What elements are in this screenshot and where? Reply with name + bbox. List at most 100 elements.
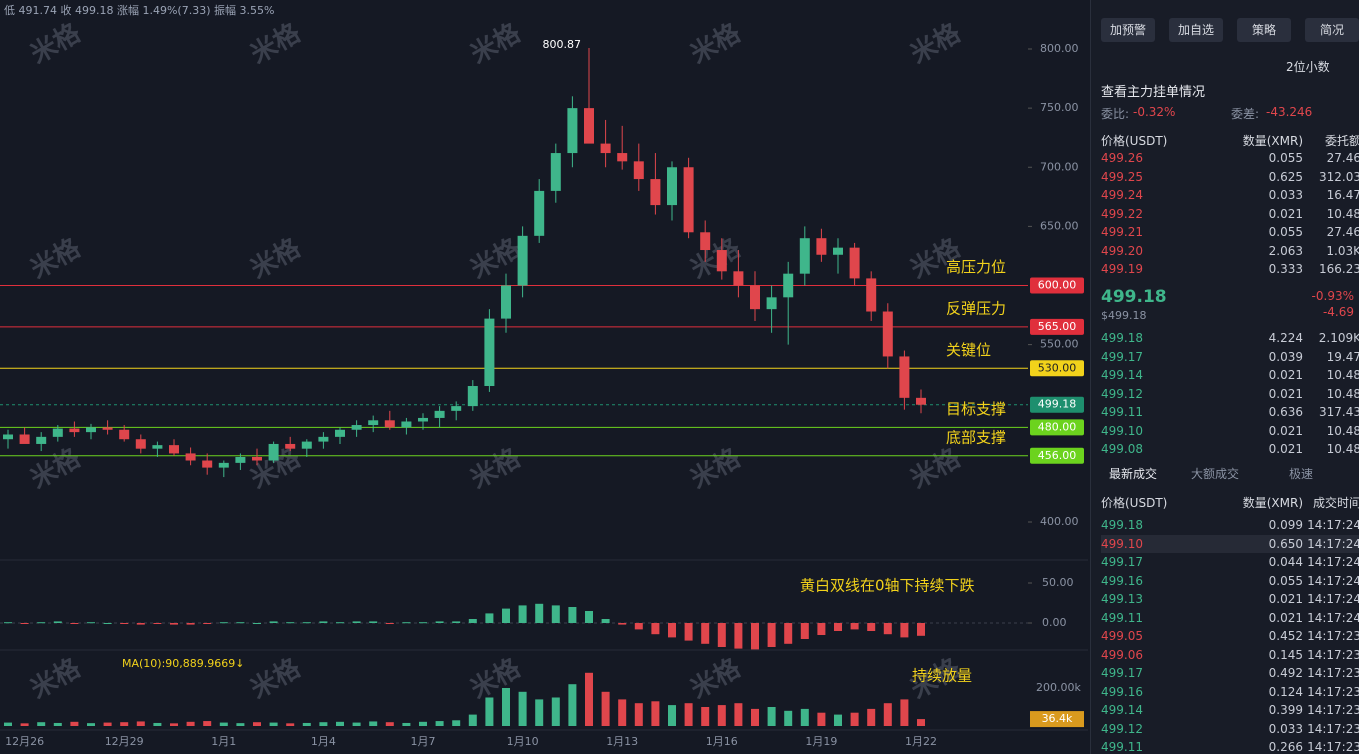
price-tag-label: 480.00 [1038,420,1077,433]
volume-bar [369,721,378,726]
y-tick-label: 550.00 [1040,338,1079,351]
cell: 1.03K [1326,243,1359,258]
candle-body [517,235,528,286]
cell: 数量(XMR) [1242,496,1303,510]
candle-body [19,434,30,444]
cell: 4.224 [1268,331,1303,345]
x-tick-label: 1月16 [706,735,738,748]
candle-body [86,427,96,433]
volume-bar [70,721,79,726]
cell: 0.625 [1268,169,1303,184]
x-tick-label: 1月7 [411,735,436,748]
volume-bar [120,722,129,726]
candle-body [268,443,279,461]
macd-bar [236,622,245,624]
macd-bar [485,613,494,623]
side-panel: 加预警 加自选 策略 简况 2位小数 查看主力挂单情况 委比: -0.32% 委差: -43.24… [1090,0,1359,754]
cell: 0.266 [1268,740,1303,754]
button[interactable]: 策略 [1237,18,1291,42]
tab[interactable]: 大额成交 [1191,467,1240,481]
volume-bar [800,708,809,726]
candle-body [700,232,711,251]
volume-bar [136,721,145,726]
cell: 价格(USDT) [1101,134,1168,148]
tab[interactable]: 极速 [1289,467,1314,481]
candle-body [667,167,677,206]
candle-body [650,179,661,206]
cell: 0.021 [1268,423,1303,438]
macd-bar [352,621,361,623]
volume-bar [734,703,743,726]
macd-bar [684,623,693,641]
cell: 499.08 [1101,442,1143,456]
macd-bar [568,607,577,623]
volume-bar [253,722,261,726]
cell: 10.48 [1326,442,1359,456]
price-tag [1030,318,1084,335]
macd-bar [203,623,212,624]
cell: 499.10 [1101,423,1143,438]
diff-value: -43.246 [1266,105,1313,119]
candle-body [418,417,428,422]
volume-bar [701,707,710,726]
volume-bar [20,723,29,726]
level-annotation: 底部支撑 [946,428,1006,446]
macd-bar [302,622,311,624]
price-tag-label: 530.00 [1038,361,1077,374]
price-tag-label: 456.00 [1038,449,1077,462]
macd-bar [867,623,876,631]
volume-bar [817,712,826,726]
volume-bar [319,722,328,726]
macd-bar [53,621,62,623]
volume-bar [170,723,178,726]
candle-body [69,428,80,433]
volume-bar [435,721,444,726]
peak-label: 800.87 [543,38,582,51]
macd-bar [551,605,560,623]
volume-bar [485,697,494,726]
button[interactable]: 加自选 [1169,18,1223,42]
macd-tick-label: 50.00 [1042,576,1074,589]
cell: 499.11 [1101,610,1143,625]
button[interactable]: 简况 [1305,18,1359,42]
trade-row: 499.12 0.033 14:17:23 [1101,720,1359,738]
cell: 0.039 [1268,349,1303,364]
bid-row: 499.17 0.039 19.47 [1101,348,1359,366]
macd-bar [883,623,892,635]
candle-body [716,250,727,272]
cell: 0.492 [1268,666,1303,680]
candle-body [102,427,113,430]
candle-body [169,445,179,454]
diff: 委差: [1231,107,1260,121]
macd-bar [70,623,79,624]
candle-body [899,356,910,398]
cell: 499.12 [1101,386,1143,401]
watermark: 米格 [905,442,966,495]
cell: 27.46 [1326,151,1359,165]
ask-row: 499.19 0.333 166.23 [1101,260,1359,278]
cell: 价格(USDT) [1101,496,1168,510]
x-tick-label: 1月19 [805,735,837,748]
volume-bar [302,722,311,726]
trade-row: 499.17 0.492 14:17:23 [1101,664,1359,682]
x-tick-label: 1月1 [211,735,236,748]
cell: 499.20 [1101,243,1143,258]
macd-bar [103,623,112,624]
macd-bar [817,623,826,635]
candle-body [750,285,760,310]
volume-bar [352,722,361,726]
y-tick-label: 400.00 [1040,515,1079,528]
volume-bar [917,719,925,726]
candle-body [467,386,478,407]
trade-row: 499.16 0.124 14:17:23 [1101,683,1359,701]
x-tick-label: 1月13 [606,735,638,748]
trade-row: 499.16 0.055 14:17:24 [1101,572,1359,590]
cell: 0.099 [1268,518,1303,532]
candle-body [235,456,246,463]
change-pct: -0.93% [1311,289,1354,303]
tab[interactable]: 最新成交 [1109,467,1158,481]
trade-row: 499.17 0.044 14:17:24 [1101,553,1359,571]
button[interactable]: 加预警 [1101,18,1155,42]
candle-body [550,153,561,191]
cell: 0.333 [1268,262,1303,276]
